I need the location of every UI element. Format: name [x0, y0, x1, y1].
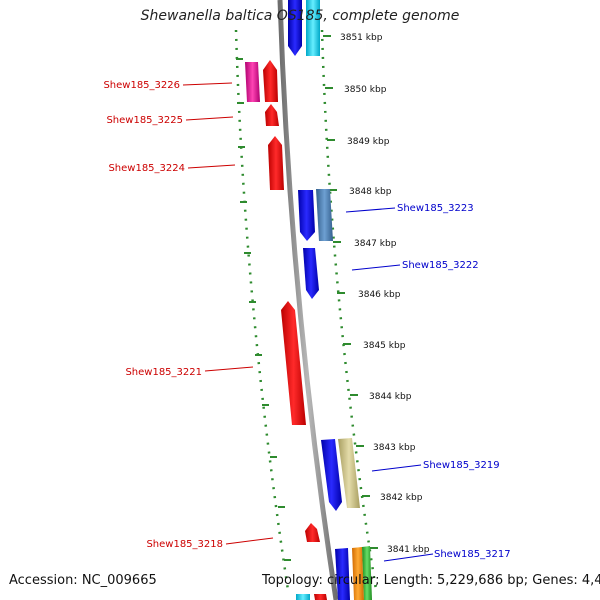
gene-arrow-red-3221[interactable]: [281, 301, 306, 425]
gene-arrow-blue-3217[interactable]: [335, 548, 350, 600]
gene-label-reverse[interactable]: Shew185_3226: [103, 80, 180, 91]
accession-text: Accession: NC_009665: [9, 573, 157, 588]
gene-arrow-blue-3223[interactable]: [298, 190, 315, 241]
tick-label: 3846 kbp: [358, 290, 401, 300]
tick-label: 3849 kbp: [347, 137, 390, 147]
reverse-gene-labels: Shew185_3226 Shew185_3225 Shew185_3224 S…: [103, 80, 223, 550]
gene-arrow-cyan-bottom[interactable]: [296, 594, 310, 600]
gene-label-forward[interactable]: Shew185_3217: [434, 549, 511, 560]
tick-label: 3841 kbp: [387, 545, 430, 555]
gene-label-forward[interactable]: Shew185_3219: [423, 460, 500, 471]
topology-text: Topology: circular; Length: 5,229,686 bp…: [262, 573, 600, 588]
tick-label: 3843 kbp: [373, 443, 416, 453]
gene-arrow-khaki-3219[interactable]: [338, 438, 360, 508]
ruler-ticks: [323, 35, 378, 549]
tick-label: 3848 kbp: [349, 187, 392, 197]
gene-arrow-blue-top[interactable]: [288, 0, 302, 56]
gene-arrow-cyan-top[interactable]: [306, 0, 320, 56]
tick-label: 3850 kbp: [344, 85, 387, 95]
tick-label: 3845 kbp: [363, 341, 406, 351]
forward-label-leaders: [345, 207, 434, 562]
gene-label-reverse[interactable]: Shew185_3224: [108, 163, 185, 174]
forward-strand-genes: [288, 0, 372, 600]
tick-label: 3844 kbp: [369, 392, 412, 402]
gene-arrow-red-bottom[interactable]: [314, 594, 327, 600]
gene-label-forward[interactable]: Shew185_3223: [397, 203, 474, 214]
gene-label-reverse[interactable]: Shew185_3221: [125, 367, 202, 378]
tick-label: 3847 kbp: [354, 239, 397, 249]
gene-arrow-green-3217[interactable]: [362, 546, 372, 600]
gene-arrow-blue-3219[interactable]: [321, 439, 342, 511]
tick-label: 3842 kbp: [380, 493, 423, 503]
reverse-strand-genes: [245, 60, 327, 600]
gene-arrow-magenta-3226[interactable]: [245, 62, 260, 102]
forward-gene-labels: Shew185_3223 Shew185_3222 Shew185_3219 S…: [397, 203, 511, 560]
genome-backbone: [277, 0, 339, 600]
gene-arrow-red-3218[interactable]: [305, 523, 320, 542]
gene-arrow-red-3225[interactable]: [265, 104, 279, 126]
gene-arrow-steelblue-3223[interactable]: [316, 189, 333, 241]
gene-label-reverse[interactable]: Shew185_3218: [146, 539, 223, 550]
ruler-labels: 3851 kbp 3850 kbp 3849 kbp 3848 kbp 3847…: [340, 33, 430, 555]
gene-label-forward[interactable]: Shew185_3222: [402, 260, 479, 271]
gene-arrow-red-3224[interactable]: [268, 136, 284, 190]
gene-arrow-red-3226[interactable]: [263, 60, 278, 102]
genome-title: Shewanella baltica OS185, complete genom…: [140, 8, 460, 24]
left-track-ticks: [236, 58, 291, 561]
gene-label-reverse[interactable]: Shew185_3225: [106, 115, 183, 126]
tick-label: 3851 kbp: [340, 33, 383, 43]
gene-arrow-orange-3217[interactable]: [352, 547, 364, 600]
gene-arrow-blue-3222[interactable]: [303, 248, 319, 299]
reverse-label-leaders: [182, 82, 274, 545]
